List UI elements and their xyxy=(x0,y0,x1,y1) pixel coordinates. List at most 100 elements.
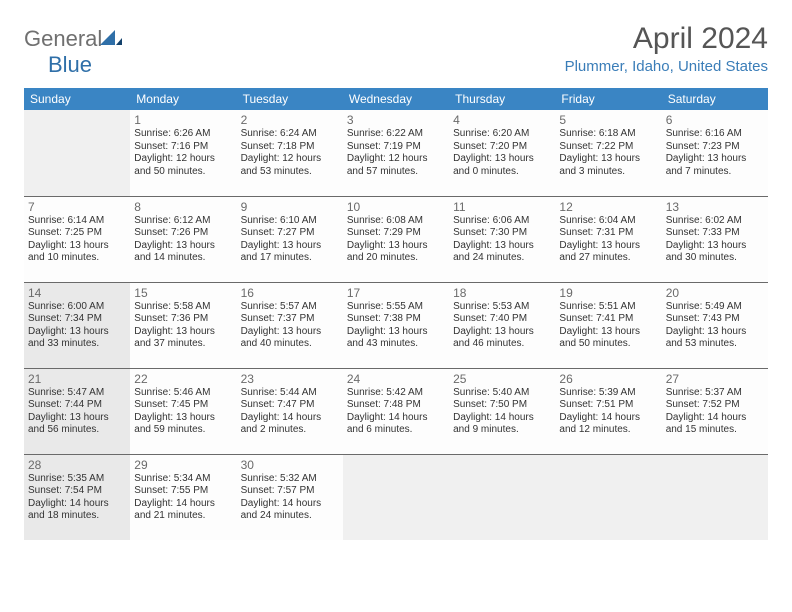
day-number: 2 xyxy=(241,113,339,127)
daylight-text: Daylight: 14 hours and 24 minutes. xyxy=(241,498,339,523)
day-number: 15 xyxy=(134,286,232,300)
daylight-text: Daylight: 14 hours and 15 minutes. xyxy=(666,412,764,437)
brand-logo: General Blue xyxy=(24,26,122,78)
weekday-header: Tuesday xyxy=(237,88,343,110)
sunset-text: Sunset: 7:44 PM xyxy=(28,399,126,412)
calendar-cell: 16Sunrise: 5:57 AMSunset: 7:37 PMDayligh… xyxy=(237,282,343,368)
month-title: April 2024 xyxy=(565,22,768,56)
day-number: 16 xyxy=(241,286,339,300)
calendar-cell: 13Sunrise: 6:02 AMSunset: 7:33 PMDayligh… xyxy=(662,196,768,282)
calendar-head: SundayMondayTuesdayWednesdayThursdayFrid… xyxy=(24,88,768,110)
sunset-text: Sunset: 7:38 PM xyxy=(347,313,445,326)
calendar-cell: 29Sunrise: 5:34 AMSunset: 7:55 PMDayligh… xyxy=(130,454,236,540)
calendar-table: SundayMondayTuesdayWednesdayThursdayFrid… xyxy=(24,88,768,540)
day-number: 29 xyxy=(134,458,232,472)
sunset-text: Sunset: 7:43 PM xyxy=(666,313,764,326)
sunset-text: Sunset: 7:16 PM xyxy=(134,141,232,154)
daylight-text: Daylight: 13 hours and 40 minutes. xyxy=(241,326,339,351)
sunrise-text: Sunrise: 6:14 AM xyxy=(28,215,126,228)
calendar-cell: 23Sunrise: 5:44 AMSunset: 7:47 PMDayligh… xyxy=(237,368,343,454)
sunset-text: Sunset: 7:23 PM xyxy=(666,141,764,154)
day-number: 20 xyxy=(666,286,764,300)
calendar-cell: 17Sunrise: 5:55 AMSunset: 7:38 PMDayligh… xyxy=(343,282,449,368)
sunrise-text: Sunrise: 5:53 AM xyxy=(453,301,551,314)
daylight-text: Daylight: 14 hours and 12 minutes. xyxy=(559,412,657,437)
sunrise-text: Sunrise: 5:44 AM xyxy=(241,387,339,400)
title-block: April 2024 Plummer, Idaho, United States xyxy=(565,22,768,75)
daylight-text: Daylight: 13 hours and 3 minutes. xyxy=(559,153,657,178)
day-number: 27 xyxy=(666,372,764,386)
location-label: Plummer, Idaho, United States xyxy=(565,58,768,75)
calendar-cell: 30Sunrise: 5:32 AMSunset: 7:57 PMDayligh… xyxy=(237,454,343,540)
sunset-text: Sunset: 7:18 PM xyxy=(241,141,339,154)
daylight-text: Daylight: 13 hours and 43 minutes. xyxy=(347,326,445,351)
weekday-header: Wednesday xyxy=(343,88,449,110)
sunrise-text: Sunrise: 5:32 AM xyxy=(241,473,339,486)
day-number: 17 xyxy=(347,286,445,300)
calendar-cell: 28Sunrise: 5:35 AMSunset: 7:54 PMDayligh… xyxy=(24,454,130,540)
sunrise-text: Sunrise: 5:34 AM xyxy=(134,473,232,486)
sunset-text: Sunset: 7:52 PM xyxy=(666,399,764,412)
calendar-cell: 11Sunrise: 6:06 AMSunset: 7:30 PMDayligh… xyxy=(449,196,555,282)
day-number: 28 xyxy=(28,458,126,472)
sunrise-text: Sunrise: 6:06 AM xyxy=(453,215,551,228)
daylight-text: Daylight: 13 hours and 20 minutes. xyxy=(347,240,445,265)
calendar-cell xyxy=(24,110,130,196)
day-number: 24 xyxy=(347,372,445,386)
sunset-text: Sunset: 7:47 PM xyxy=(241,399,339,412)
daylight-text: Daylight: 13 hours and 7 minutes. xyxy=(666,153,764,178)
sunrise-text: Sunrise: 6:00 AM xyxy=(28,301,126,314)
day-number: 10 xyxy=(347,200,445,214)
calendar-cell: 25Sunrise: 5:40 AMSunset: 7:50 PMDayligh… xyxy=(449,368,555,454)
day-number: 8 xyxy=(134,200,232,214)
sunrise-text: Sunrise: 6:20 AM xyxy=(453,128,551,141)
calendar-cell xyxy=(662,454,768,540)
calendar-cell: 9Sunrise: 6:10 AMSunset: 7:27 PMDaylight… xyxy=(237,196,343,282)
sunrise-text: Sunrise: 5:35 AM xyxy=(28,473,126,486)
sunset-text: Sunset: 7:30 PM xyxy=(453,227,551,240)
sunset-text: Sunset: 7:34 PM xyxy=(28,313,126,326)
calendar-cell: 22Sunrise: 5:46 AMSunset: 7:45 PMDayligh… xyxy=(130,368,236,454)
daylight-text: Daylight: 14 hours and 2 minutes. xyxy=(241,412,339,437)
calendar-cell: 12Sunrise: 6:04 AMSunset: 7:31 PMDayligh… xyxy=(555,196,661,282)
calendar-cell: 18Sunrise: 5:53 AMSunset: 7:40 PMDayligh… xyxy=(449,282,555,368)
sunrise-text: Sunrise: 5:47 AM xyxy=(28,387,126,400)
daylight-text: Daylight: 14 hours and 18 minutes. xyxy=(28,498,126,523)
daylight-text: Daylight: 12 hours and 53 minutes. xyxy=(241,153,339,178)
calendar-cell xyxy=(343,454,449,540)
sunrise-text: Sunrise: 6:18 AM xyxy=(559,128,657,141)
sunset-text: Sunset: 7:41 PM xyxy=(559,313,657,326)
daylight-text: Daylight: 13 hours and 59 minutes. xyxy=(134,412,232,437)
day-number: 26 xyxy=(559,372,657,386)
day-number: 9 xyxy=(241,200,339,214)
sunset-text: Sunset: 7:31 PM xyxy=(559,227,657,240)
sunrise-text: Sunrise: 5:57 AM xyxy=(241,301,339,314)
calendar-cell: 20Sunrise: 5:49 AMSunset: 7:43 PMDayligh… xyxy=(662,282,768,368)
day-number: 19 xyxy=(559,286,657,300)
header: General Blue April 2024 Plummer, Idaho, … xyxy=(24,22,768,78)
day-number: 18 xyxy=(453,286,551,300)
sunrise-text: Sunrise: 6:16 AM xyxy=(666,128,764,141)
sunset-text: Sunset: 7:54 PM xyxy=(28,485,126,498)
sunrise-text: Sunrise: 5:42 AM xyxy=(347,387,445,400)
daylight-text: Daylight: 13 hours and 17 minutes. xyxy=(241,240,339,265)
weekday-header: Friday xyxy=(555,88,661,110)
sunset-text: Sunset: 7:26 PM xyxy=(134,227,232,240)
sunrise-text: Sunrise: 6:08 AM xyxy=(347,215,445,228)
daylight-text: Daylight: 13 hours and 10 minutes. xyxy=(28,240,126,265)
weekday-header: Monday xyxy=(130,88,236,110)
calendar-cell: 27Sunrise: 5:37 AMSunset: 7:52 PMDayligh… xyxy=(662,368,768,454)
sunrise-text: Sunrise: 6:02 AM xyxy=(666,215,764,228)
sunset-text: Sunset: 7:19 PM xyxy=(347,141,445,154)
sunrise-text: Sunrise: 6:22 AM xyxy=(347,128,445,141)
calendar-cell: 5Sunrise: 6:18 AMSunset: 7:22 PMDaylight… xyxy=(555,110,661,196)
sunrise-text: Sunrise: 6:12 AM xyxy=(134,215,232,228)
calendar-cell: 3Sunrise: 6:22 AMSunset: 7:19 PMDaylight… xyxy=(343,110,449,196)
daylight-text: Daylight: 12 hours and 57 minutes. xyxy=(347,153,445,178)
sunrise-text: Sunrise: 5:58 AM xyxy=(134,301,232,314)
daylight-text: Daylight: 13 hours and 33 minutes. xyxy=(28,326,126,351)
calendar-body: 1Sunrise: 6:26 AMSunset: 7:16 PMDaylight… xyxy=(24,110,768,540)
day-number: 14 xyxy=(28,286,126,300)
sunset-text: Sunset: 7:25 PM xyxy=(28,227,126,240)
day-number: 22 xyxy=(134,372,232,386)
